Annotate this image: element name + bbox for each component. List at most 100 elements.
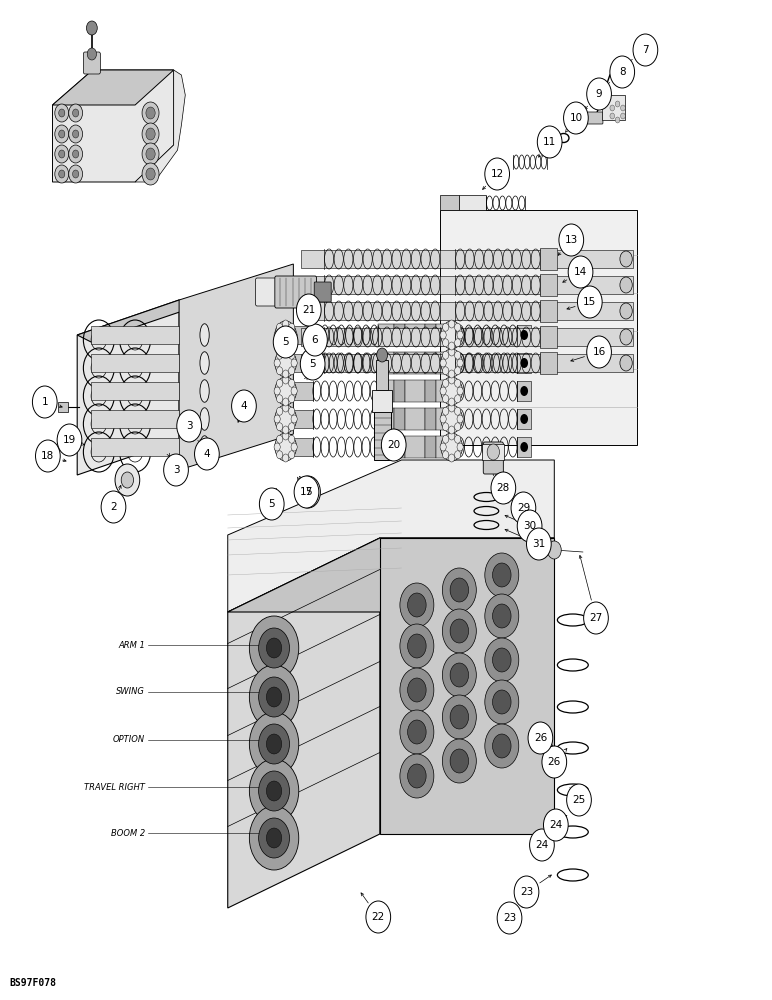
Text: 5: 5 [283, 337, 289, 347]
Circle shape [259, 818, 290, 858]
Circle shape [441, 377, 462, 405]
Circle shape [259, 488, 284, 520]
Circle shape [266, 828, 282, 848]
Circle shape [283, 342, 289, 350]
Circle shape [266, 638, 282, 658]
FancyBboxPatch shape [374, 412, 391, 460]
Circle shape [485, 158, 510, 190]
Circle shape [55, 165, 69, 183]
Circle shape [283, 376, 289, 384]
FancyBboxPatch shape [540, 352, 557, 374]
FancyBboxPatch shape [483, 442, 503, 474]
Circle shape [493, 604, 511, 628]
Circle shape [296, 294, 321, 326]
Circle shape [408, 593, 426, 617]
Circle shape [584, 602, 608, 634]
Polygon shape [179, 264, 293, 470]
FancyBboxPatch shape [376, 360, 388, 390]
FancyBboxPatch shape [540, 326, 557, 348]
Text: 27: 27 [589, 613, 603, 623]
FancyBboxPatch shape [405, 436, 425, 458]
Circle shape [249, 806, 299, 870]
Text: 31: 31 [532, 539, 546, 549]
Text: 21: 21 [302, 305, 316, 315]
Circle shape [249, 759, 299, 823]
Circle shape [73, 109, 79, 117]
Circle shape [455, 339, 461, 347]
Circle shape [442, 351, 449, 359]
Circle shape [457, 387, 463, 395]
Circle shape [440, 331, 446, 339]
Circle shape [274, 415, 280, 423]
FancyBboxPatch shape [405, 408, 425, 430]
Circle shape [450, 705, 469, 729]
FancyBboxPatch shape [586, 112, 603, 124]
FancyBboxPatch shape [459, 195, 486, 210]
Circle shape [283, 432, 289, 440]
Circle shape [449, 454, 455, 462]
Circle shape [400, 624, 434, 668]
Circle shape [115, 464, 140, 496]
FancyBboxPatch shape [301, 328, 633, 346]
Ellipse shape [200, 352, 209, 374]
Text: 15: 15 [583, 297, 597, 307]
Text: 14: 14 [574, 267, 587, 277]
Circle shape [291, 331, 297, 339]
Circle shape [55, 104, 69, 122]
Circle shape [259, 771, 290, 811]
Text: 9: 9 [596, 89, 602, 99]
Circle shape [442, 367, 449, 375]
Circle shape [300, 348, 325, 380]
Circle shape [400, 754, 434, 798]
Circle shape [59, 109, 65, 117]
Circle shape [276, 323, 283, 331]
Circle shape [449, 398, 455, 406]
Text: 10: 10 [569, 113, 583, 123]
Circle shape [568, 256, 593, 288]
Circle shape [442, 609, 476, 653]
Polygon shape [52, 70, 174, 182]
Circle shape [528, 722, 553, 754]
Circle shape [440, 443, 446, 451]
Circle shape [164, 454, 188, 486]
FancyBboxPatch shape [378, 324, 394, 346]
Circle shape [289, 367, 295, 375]
Polygon shape [77, 300, 191, 342]
Circle shape [400, 710, 434, 754]
Text: 17: 17 [300, 487, 313, 497]
Circle shape [493, 648, 511, 672]
Text: 30: 30 [523, 521, 537, 531]
FancyBboxPatch shape [256, 278, 278, 306]
Circle shape [291, 443, 297, 451]
Circle shape [620, 303, 632, 319]
Circle shape [289, 395, 295, 403]
FancyBboxPatch shape [275, 276, 317, 308]
Text: TRAVEL RIGHT: TRAVEL RIGHT [84, 782, 145, 792]
Text: 5: 5 [305, 487, 311, 497]
Circle shape [450, 663, 469, 687]
Circle shape [289, 423, 295, 431]
Circle shape [195, 438, 219, 470]
Circle shape [547, 541, 561, 559]
Text: ARM 1: ARM 1 [118, 641, 145, 650]
FancyBboxPatch shape [405, 352, 425, 374]
Text: OPTION: OPTION [113, 736, 145, 744]
Circle shape [408, 634, 426, 658]
Circle shape [543, 809, 568, 841]
Circle shape [485, 638, 519, 682]
Circle shape [441, 433, 462, 461]
Circle shape [517, 510, 542, 542]
Text: 5: 5 [269, 499, 275, 509]
FancyBboxPatch shape [372, 390, 392, 412]
Circle shape [276, 379, 283, 387]
Ellipse shape [200, 324, 209, 346]
Circle shape [274, 359, 280, 367]
Circle shape [142, 102, 159, 124]
Circle shape [442, 695, 476, 739]
Circle shape [276, 423, 283, 431]
Circle shape [259, 677, 290, 717]
Circle shape [441, 349, 462, 377]
Text: BS97F078: BS97F078 [9, 978, 56, 988]
Circle shape [442, 451, 449, 459]
Circle shape [289, 351, 295, 359]
